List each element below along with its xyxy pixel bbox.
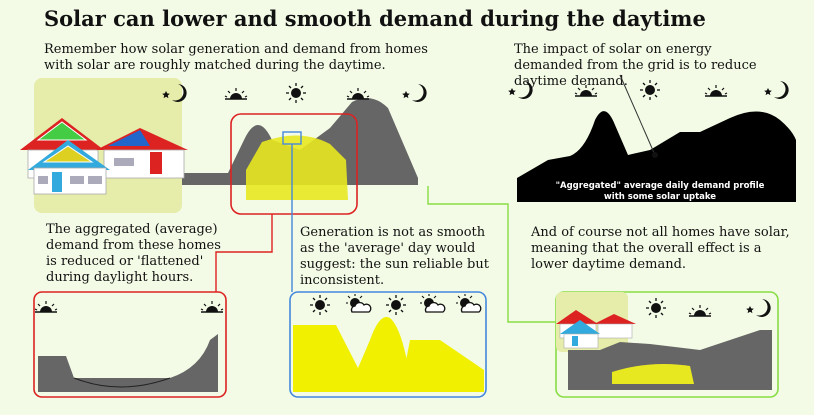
remember-text: Remember how solar generation and demand…	[44, 42, 428, 73]
sun-icon-5	[645, 297, 667, 319]
grid-profile-caption: "Aggregated" average daily demand profil…	[530, 181, 790, 203]
aggregated-text: The aggregated (average) demand from the…	[46, 222, 221, 285]
not-all-text: And of course not all homes have solar, …	[531, 225, 790, 272]
sun-icon-1	[285, 82, 307, 104]
solar-curve-main	[246, 135, 348, 200]
sun-icon-2	[639, 79, 661, 101]
house-group	[20, 118, 188, 195]
sunset-icon-2	[704, 84, 728, 97]
sun-icon-4	[385, 294, 407, 316]
sunrise-icon-2	[574, 84, 598, 97]
sun-icon-3	[309, 294, 331, 316]
grid-caption-line-1: "Aggregated" average daily demand profil…	[555, 181, 765, 191]
small-house-group	[556, 310, 636, 349]
moon-star-icon-2	[402, 84, 427, 102]
impact-text: The impact of solar on energy demanded f…	[514, 42, 757, 89]
red-highlight-box	[230, 113, 358, 215]
sunrise-icon-1	[224, 87, 248, 100]
page-title: Solar can lower and smooth demand during…	[44, 6, 706, 31]
demand-curve-main	[182, 98, 418, 185]
moon-star-icon-3	[508, 81, 533, 99]
sunset-icon-1	[346, 87, 370, 100]
grid-caption-line-2: with some solar uptake	[603, 192, 717, 202]
moon-star-icon-4	[764, 81, 789, 99]
generation-text: Generation is not as smooth as the 'aver…	[300, 225, 489, 288]
